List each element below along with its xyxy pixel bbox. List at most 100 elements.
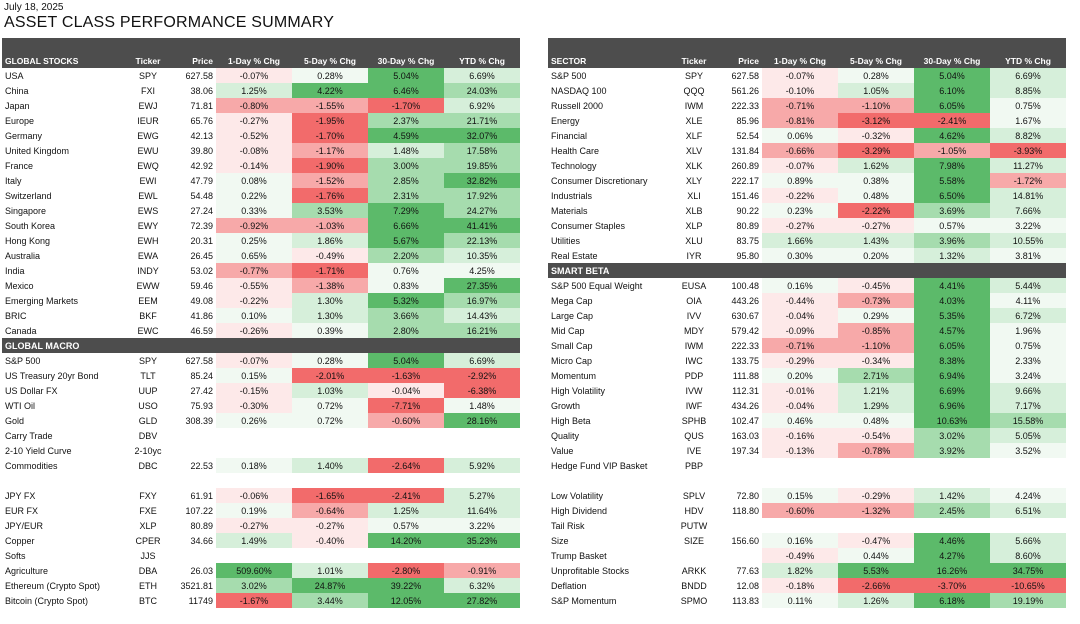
price: 163.03 [731, 430, 759, 441]
asset-name: Micro Cap [551, 355, 593, 366]
table-row: Unprofitable Stocks ARKK 77.63 1.82% 5.53% 16… [548, 563, 1066, 578]
ytd-change [990, 473, 1066, 488]
ytd-change [990, 458, 1066, 473]
day30-change: 6.96% [914, 398, 990, 413]
ytd-change: 17.92% [444, 188, 520, 203]
price: 38.06 [190, 85, 213, 96]
table-row: Italy EWI 47.79 0.08% -1.52% 2.85% 32.82% [2, 173, 520, 188]
ytd-change: 19.19% [990, 593, 1066, 608]
price: 26.45 [190, 250, 213, 261]
ticker: EWL [138, 190, 158, 201]
asset-name: Unprofitable Stocks [551, 565, 630, 576]
asset-name: Mega Cap [551, 295, 593, 306]
asset-name: S&P 500 [551, 70, 587, 81]
price: 85.24 [190, 370, 213, 381]
day1-change: -0.52% [216, 128, 292, 143]
asset-name: Commodities [5, 460, 58, 471]
day30-change: 0.57% [914, 218, 990, 233]
ticker: XLP [685, 220, 703, 231]
day1-change: -0.13% [762, 443, 838, 458]
table-row: France EWQ 42.92 -0.14% -1.90% 3.00% 19.85% [2, 158, 520, 173]
day1-change: 0.89% [762, 173, 838, 188]
page-title: ASSET CLASS PERFORMANCE SUMMARY [4, 14, 335, 31]
day5-change: 1.30% [292, 308, 368, 323]
day5-change: -2.66% [838, 578, 914, 593]
ticker: EWG [137, 130, 159, 141]
ytd-change: 6.32% [444, 578, 520, 593]
ytd-change: 8.60% [990, 548, 1066, 563]
ticker: EWJ [138, 100, 158, 111]
price [168, 443, 216, 458]
price [168, 473, 216, 488]
asset-name: Agriculture [5, 565, 49, 576]
price: 27.42 [190, 385, 213, 396]
asset-name: Russell 2000 [551, 100, 604, 111]
ticker: EWQ [137, 160, 159, 171]
table-row: Softs JJS [2, 548, 520, 563]
day5-change: 0.72% [292, 413, 368, 428]
table-row: Energy XLE 85.96 -0.81% -3.12% -2.41% 1.67% [548, 113, 1066, 128]
ticker: EEM [138, 295, 158, 306]
day5-change [838, 473, 914, 488]
day1-change [216, 443, 292, 458]
day5-change: 1.26% [838, 593, 914, 608]
asset-name: Carry Trade [5, 430, 53, 441]
day1-change: 0.22% [216, 188, 292, 203]
day30-change: 3.00% [368, 158, 444, 173]
asset-name: Ethereum (Crypto Spot) [5, 580, 101, 591]
table-row: USA SPY 627.58 -0.07% 0.28% 5.04% 6.69% [2, 68, 520, 83]
price: 118.80 [732, 505, 759, 516]
day30-change [914, 518, 990, 533]
asset-name: Hedge Fund VIP Basket [551, 460, 648, 471]
day5-change: 0.48% [838, 413, 914, 428]
day30-change: -3.70% [914, 578, 990, 593]
ticker: SPY [138, 70, 157, 81]
price: 34.66 [190, 535, 213, 546]
price: 156.60 [731, 535, 759, 546]
day5-change: 1.01% [292, 563, 368, 578]
column-header: Ticker [674, 38, 714, 68]
ytd-change: 4.24% [990, 488, 1066, 503]
day30-change: 5.32% [368, 293, 444, 308]
ticker: HDV [684, 505, 704, 516]
table-row: Financial XLF 52.54 0.06% -0.32% 4.62% 8.82% [548, 128, 1066, 143]
asset-name: BRIC [5, 310, 27, 321]
ticker: PBP [684, 460, 703, 471]
price: 561.26 [731, 85, 759, 96]
ticker: EWI [139, 175, 157, 186]
ytd-change: 3.52% [990, 443, 1066, 458]
table-row: Momentum PDP 111.88 0.20% 2.71% 6.94% 3.24% [548, 368, 1066, 383]
left-panel: GLOBAL STOCKS Ticker Price 1-Day % Chg 5-Day… [2, 38, 520, 608]
ticker: EWH [137, 235, 159, 246]
day30-change: 1.48% [368, 143, 444, 158]
day5-change: -0.49% [292, 248, 368, 263]
day1-change: 0.18% [216, 458, 292, 473]
price [714, 548, 762, 563]
ytd-change: -0.91% [444, 563, 520, 578]
asset-name: Europe [5, 115, 35, 126]
asset-name: United Kingdom [5, 145, 70, 156]
day5-change: -1.65% [292, 488, 368, 503]
table-row: Size SIZE 156.60 0.16% -0.47% 4.46% 5.66% [548, 533, 1066, 548]
day5-change: 3.53% [292, 203, 368, 218]
asset-name: Small Cap [551, 340, 593, 351]
ytd-change [444, 443, 520, 458]
day30-change: 2.20% [368, 248, 444, 263]
day1-change: -0.08% [216, 143, 292, 158]
price: 151.46 [731, 190, 759, 201]
day1-change: 0.25% [216, 233, 292, 248]
table-row: Japan EWJ 71.81 -0.80% -1.55% -1.70% 6.92% [2, 98, 520, 113]
price [714, 458, 762, 473]
day30-change: -2.41% [368, 488, 444, 503]
day30-change: 3.69% [914, 203, 990, 218]
ticker: IVE [686, 445, 702, 456]
asset-name: JPY/EUR [5, 520, 44, 531]
table-row: Real Estate IYR 95.80 0.30% 0.20% 1.32% 3.81% [548, 248, 1066, 263]
day30-change: 2.80% [368, 323, 444, 338]
ytd-change: 14.43% [444, 308, 520, 323]
day1-change: 0.16% [762, 278, 838, 293]
table-row: Consumer Discretionary XLY 222.17 0.89% 0.38… [548, 173, 1066, 188]
table-row: Micro Cap IWC 133.75 -0.29% -0.34% 8.38% 2.33% [548, 353, 1066, 368]
asset-name: Large Cap [551, 310, 594, 321]
price: 627.58 [185, 70, 213, 81]
